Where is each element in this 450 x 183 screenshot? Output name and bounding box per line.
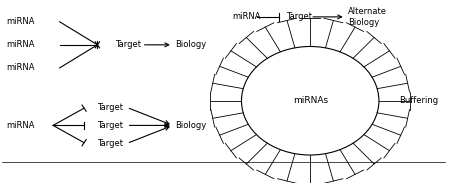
- Text: Biology: Biology: [175, 121, 206, 130]
- Text: Buffering: Buffering: [399, 96, 438, 105]
- Text: miRNA: miRNA: [233, 12, 261, 21]
- Text: miRNAs: miRNAs: [292, 96, 328, 105]
- Text: Target: Target: [97, 121, 123, 130]
- Text: miRNA: miRNA: [6, 121, 35, 130]
- Text: Alternate
Biology: Alternate Biology: [348, 7, 387, 27]
- Text: Target: Target: [286, 12, 312, 21]
- Text: Target: Target: [115, 40, 141, 49]
- Text: miRNA: miRNA: [6, 63, 35, 72]
- Text: Target: Target: [97, 103, 123, 112]
- Text: miRNA: miRNA: [6, 40, 35, 49]
- Text: Biology: Biology: [175, 40, 206, 49]
- Text: Target: Target: [97, 139, 123, 148]
- Text: miRNA: miRNA: [6, 17, 35, 26]
